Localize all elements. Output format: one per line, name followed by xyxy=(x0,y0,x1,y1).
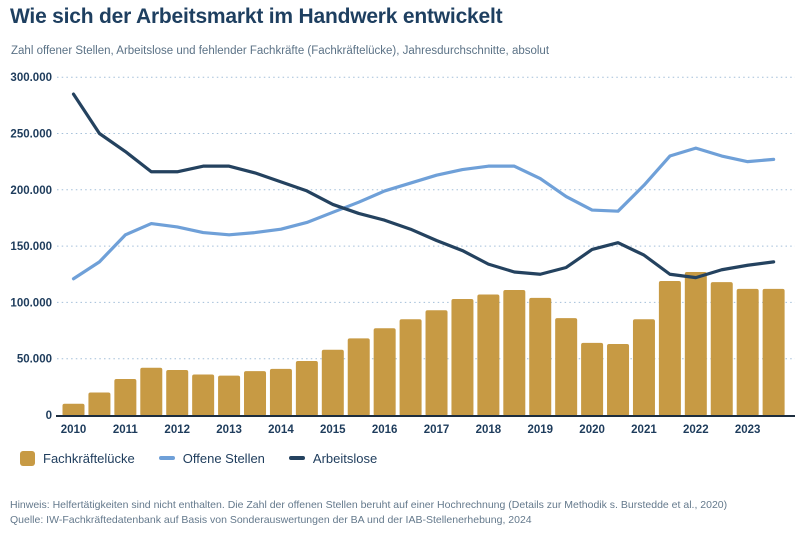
bar-fachkraefteluecke xyxy=(166,369,189,416)
bar-fachkraefteluecke xyxy=(373,328,396,416)
x-tick-label: 2012 xyxy=(164,424,190,436)
y-tick-label: 0 xyxy=(46,410,52,422)
bar-fachkraefteluecke xyxy=(632,319,655,416)
x-tick-label: 2021 xyxy=(631,424,657,436)
x-tick-label: 2014 xyxy=(268,424,294,436)
x-tick-label: 2023 xyxy=(735,424,761,436)
y-tick-label: 250.000 xyxy=(10,129,52,141)
x-tick-label: 2011 xyxy=(113,424,139,436)
bar-fachkraefteluecke xyxy=(710,282,733,416)
bar-fachkraefteluecke xyxy=(529,297,552,416)
bar-fachkraefteluecke xyxy=(114,378,137,416)
x-tick-label: 2013 xyxy=(216,424,242,436)
bar-fachkraefteluecke xyxy=(295,360,318,416)
chart-footnotes: Hinweis: Helfertätigkeiten sind nicht en… xyxy=(10,498,795,528)
bar-fachkraefteluecke xyxy=(658,281,681,416)
line-offene-stellen xyxy=(71,146,776,281)
bar-fachkraefteluecke xyxy=(451,299,474,416)
x-tick-label: 2017 xyxy=(424,424,450,436)
y-tick-label: 150.000 xyxy=(10,241,52,253)
y-tick-label: 50.000 xyxy=(17,354,52,366)
legend-swatch-bar-icon xyxy=(20,450,35,466)
x-tick-label: 2020 xyxy=(579,424,605,436)
x-tick-label: 2010 xyxy=(61,424,87,436)
bar-fachkraefteluecke xyxy=(684,271,707,416)
bar-fachkraefteluecke xyxy=(88,392,111,416)
bar-fachkraefteluecke xyxy=(425,310,448,416)
x-tick-label: 2019 xyxy=(527,424,553,436)
chart-legend: Fachkräftelücke Offene Stellen Arbeitslo… xyxy=(20,449,377,467)
chart-svg: 0 50.000 100.000 150.000 200.000 250.000 300.0… xyxy=(10,72,795,436)
bar-fachkraefteluecke xyxy=(399,319,422,416)
bar-fachkraefteluecke xyxy=(192,374,215,416)
x-tick-label: 2018 xyxy=(476,424,502,436)
legend-label: Arbeitslose xyxy=(312,450,378,466)
y-tick-label: 200.000 xyxy=(10,185,52,197)
bar-fachkraefteluecke xyxy=(62,403,85,416)
chart-subtitle: Zahl offener Stellen, Arbeitslose und fe… xyxy=(11,45,550,57)
legend-label: Offene Stellen xyxy=(182,450,265,466)
legend-swatch-navy-line-icon xyxy=(288,456,305,460)
legend-item-offene-stellen: Offene Stellen xyxy=(158,450,265,466)
bar-fachkraefteluecke xyxy=(555,318,578,416)
bar-fachkraefteluecke xyxy=(140,367,163,416)
x-tick-label: 2016 xyxy=(372,424,398,436)
bar-fachkraefteluecke xyxy=(762,288,785,416)
bar-fachkraefteluecke xyxy=(218,375,241,416)
bar-fachkraefteluecke xyxy=(581,342,604,416)
bar-fachkraefteluecke xyxy=(477,294,500,416)
footnote-hinweis: Hinweis: Helfertätigkeiten sind nicht en… xyxy=(10,499,728,511)
bar-fachkraefteluecke xyxy=(736,288,759,416)
legend-item-fachkraefteluecke: Fachkräftelücke xyxy=(20,450,135,466)
bar-fachkraefteluecke xyxy=(321,349,344,416)
y-tick-label: 100.000 xyxy=(10,297,52,309)
legend-swatch-blue-line-icon xyxy=(158,456,175,460)
legend-item-arbeitslose: Arbeitslose xyxy=(288,450,378,466)
bar-fachkraefteluecke xyxy=(269,368,292,416)
bar-fachkraefteluecke xyxy=(607,344,630,416)
legend-label: Fachkräftelücke xyxy=(43,450,135,466)
x-tick-label: 2022 xyxy=(683,424,709,436)
x-tick-label: 2015 xyxy=(320,424,346,436)
chart-area: 0 50.000 100.000 150.000 200.000 250.000 300.0… xyxy=(0,70,800,446)
line-arbeitslose xyxy=(71,92,776,280)
page-title: Wie sich der Arbeitsmarkt im Handwerk en… xyxy=(10,5,503,28)
bar-fachkraefteluecke xyxy=(244,371,267,416)
bar-fachkraefteluecke xyxy=(503,290,526,416)
bar-fachkraefteluecke xyxy=(347,338,370,416)
y-tick-label: 300.000 xyxy=(10,72,52,84)
footnote-quelle: Quelle: IW-Fachkräftedatenbank auf Basis… xyxy=(10,514,532,527)
